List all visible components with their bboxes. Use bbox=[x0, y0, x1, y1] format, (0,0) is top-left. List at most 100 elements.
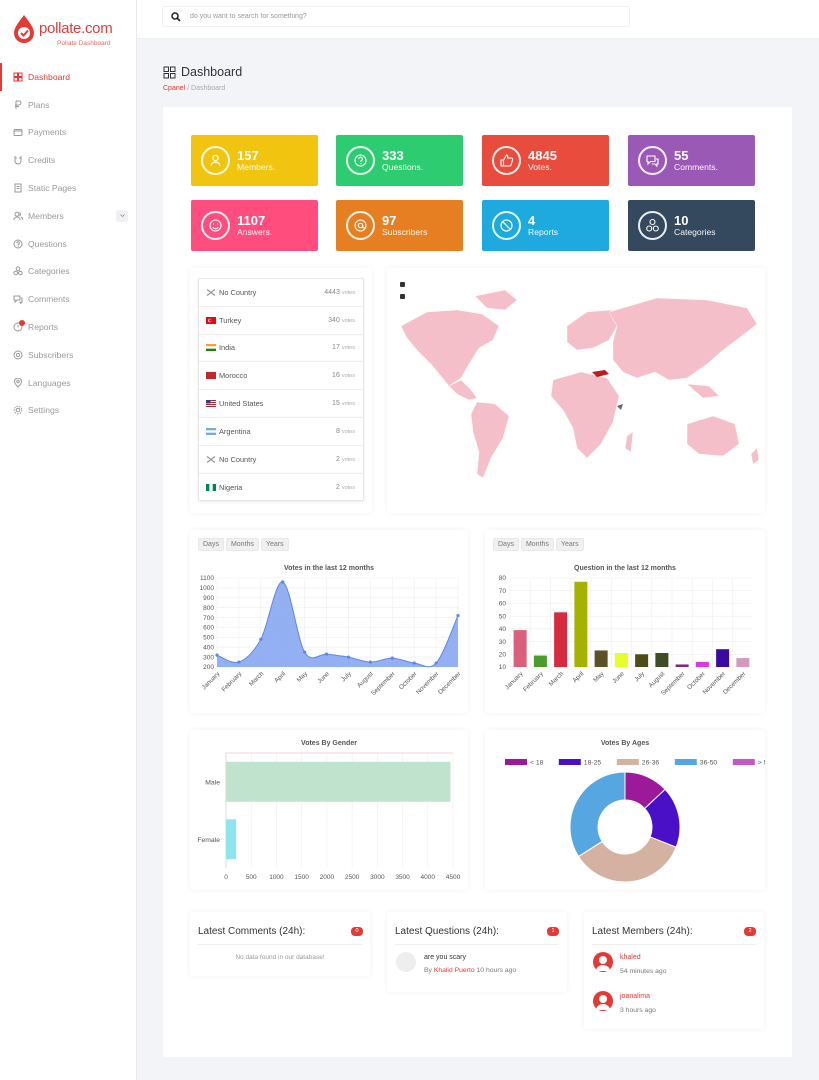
votes-years-button[interactable]: Years bbox=[260, 538, 289, 551]
question-bar bbox=[533, 655, 547, 667]
country-name: Argentina bbox=[219, 426, 251, 436]
stat-label: Reports bbox=[528, 226, 559, 237]
sidebar-item-comments[interactable]: Comments bbox=[0, 285, 136, 313]
question-by-label: By bbox=[424, 967, 432, 974]
stat-card-subscribers[interactable]: 97 Subscribers bbox=[336, 200, 463, 251]
users-icon bbox=[13, 211, 23, 220]
country-votes-unit: votes bbox=[341, 484, 355, 491]
questions-chart-card: Days Months Years Question in the last 1… bbox=[485, 530, 765, 713]
sidebar-item-subscribers[interactable]: Subscribers bbox=[0, 341, 136, 369]
map-europe[interactable] bbox=[566, 309, 618, 351]
country-row[interactable]: Nigeria 2 votes bbox=[199, 474, 363, 502]
x-tick-label: August bbox=[647, 670, 666, 689]
x-tick-label: December bbox=[437, 670, 462, 695]
member-name-link[interactable]: joanalima bbox=[620, 993, 650, 1000]
member-avatar[interactable] bbox=[593, 952, 613, 972]
country-name: United States bbox=[219, 399, 264, 409]
y-tick-label: 400 bbox=[203, 644, 214, 651]
search-input[interactable] bbox=[190, 13, 610, 20]
sidebar-item-static-pages[interactable]: Static Pages bbox=[0, 174, 136, 202]
sidebar-item-reports[interactable]: Reports bbox=[0, 313, 136, 341]
sidebar-item-settings[interactable]: Settings bbox=[0, 397, 136, 425]
map-central-america[interactable] bbox=[448, 379, 478, 401]
map-africa[interactable] bbox=[550, 371, 620, 459]
user-silhouette-icon bbox=[596, 995, 610, 1010]
sidebar-item-dashboard[interactable]: Dashboard bbox=[0, 63, 136, 91]
comments-count-badge: 0 bbox=[351, 927, 363, 936]
stat-label: Members. bbox=[237, 161, 276, 172]
x-tick-label: 2500 bbox=[345, 874, 360, 881]
logo[interactable]: pollate.com Pollate Dashboard bbox=[12, 14, 132, 50]
country-row[interactable]: United States 15 votes bbox=[199, 390, 363, 418]
sidebar-item-payments[interactable]: Payments bbox=[0, 119, 136, 147]
members-chevron-down-icon[interactable] bbox=[116, 209, 128, 222]
sidebar-item-categories[interactable]: Categories bbox=[0, 258, 136, 286]
map-southeast-asia[interactable] bbox=[686, 383, 720, 399]
data-point bbox=[237, 660, 241, 664]
questions-years-button[interactable]: Years bbox=[555, 538, 584, 551]
search-icon[interactable] bbox=[171, 11, 181, 22]
x-tick-label: 2000 bbox=[320, 874, 335, 881]
map-zoom-out-button[interactable] bbox=[400, 294, 405, 299]
country-row[interactable]: No Country 2 votes bbox=[199, 446, 363, 474]
sidebar-item-label: Reports bbox=[28, 322, 59, 333]
x-tick-label: May bbox=[296, 670, 310, 684]
map-asia[interactable] bbox=[608, 297, 758, 381]
country-row[interactable]: Turkey 340 votes bbox=[199, 307, 363, 335]
stat-card-categories[interactable]: 10 Categories bbox=[628, 200, 755, 251]
stat-card-members[interactable]: 157 Members. bbox=[191, 135, 318, 186]
sidebar-item-languages[interactable]: Languages bbox=[0, 369, 136, 397]
map-turkey-highlight[interactable] bbox=[592, 370, 609, 377]
sidebar-item-members[interactable]: Members bbox=[0, 202, 136, 230]
map-north-america[interactable] bbox=[400, 309, 500, 387]
world-map[interactable] bbox=[387, 268, 765, 513]
flag-none-icon bbox=[206, 455, 216, 463]
breadcrumb-cpanel-link[interactable]: Cpanel bbox=[163, 85, 186, 92]
map-south-america[interactable] bbox=[470, 401, 510, 479]
stat-card-answers[interactable]: 1107 Answers. bbox=[191, 200, 318, 251]
member-avatar[interactable] bbox=[593, 991, 613, 1011]
legend-label: > 50 bbox=[758, 760, 765, 767]
sidebar-item-plans[interactable]: Plans bbox=[0, 91, 136, 119]
stat-card-reports[interactable]: 4 Reports bbox=[482, 200, 609, 251]
stat-card-comments[interactable]: 55 Comments. bbox=[628, 135, 755, 186]
country-row[interactable]: India 17 votes bbox=[199, 335, 363, 363]
stat-card-questions[interactable]: 333 Questions. bbox=[336, 135, 463, 186]
votes-days-button[interactable]: Days bbox=[198, 538, 224, 551]
sidebar-item-label: Members bbox=[28, 210, 64, 221]
data-point bbox=[434, 661, 438, 665]
questions-months-button[interactable]: Months bbox=[520, 538, 554, 551]
country-row[interactable]: Morocco 16 votes bbox=[199, 362, 363, 391]
sidebar-item-label: Plans bbox=[28, 99, 50, 110]
age-slice bbox=[569, 771, 626, 858]
y-tick-label: 30 bbox=[499, 639, 507, 646]
country-row[interactable]: No Country 4443 votes bbox=[199, 279, 363, 307]
question-avatar[interactable] bbox=[396, 952, 416, 972]
map-highlight-region[interactable] bbox=[617, 404, 623, 410]
country-row[interactable]: Argentina 8 votes bbox=[199, 418, 363, 446]
member-name-link[interactable]: khaled bbox=[620, 954, 641, 961]
country-votes-unit: votes bbox=[341, 401, 355, 408]
map-zoom-in-button[interactable] bbox=[400, 282, 405, 287]
votes-months-button[interactable]: Months bbox=[225, 538, 259, 551]
question-text[interactable]: are you scary bbox=[424, 954, 467, 961]
map-new-zealand[interactable] bbox=[750, 447, 760, 465]
sidebar-item-questions[interactable]: Questions bbox=[0, 230, 136, 258]
ages-donut-chart[interactable]: < 18 18-25 26-36 36-50 > 50 bbox=[485, 730, 765, 890]
data-point bbox=[215, 653, 219, 657]
map-australia[interactable] bbox=[686, 415, 740, 457]
question-author-link[interactable]: Khalid Puerto bbox=[433, 967, 475, 974]
legend-label: 18-25 bbox=[584, 760, 602, 767]
pin-icon bbox=[13, 377, 23, 388]
stat-card-votes[interactable]: 4845 Votes. bbox=[482, 135, 609, 186]
gender-bar-chart[interactable]: 0 500 1000 1500 2000 2500 3000 3500 4000 4500 Male… bbox=[190, 730, 468, 890]
x-tick-label: February bbox=[522, 670, 545, 693]
country-votes-unit: votes bbox=[341, 456, 355, 463]
map-madagascar[interactable] bbox=[624, 431, 634, 453]
sidebar-item-credits[interactable]: Credits bbox=[0, 146, 136, 174]
y-tick-label: 80 bbox=[499, 575, 507, 582]
map-greenland[interactable] bbox=[474, 289, 518, 311]
questions-days-button[interactable]: Days bbox=[493, 538, 519, 551]
